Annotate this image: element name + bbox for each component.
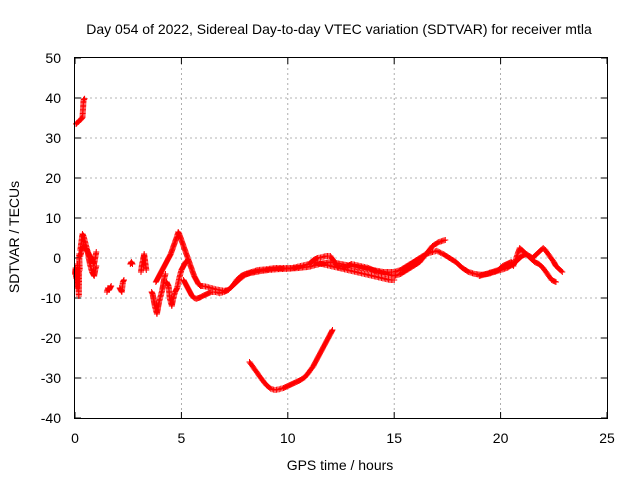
data-point xyxy=(120,277,127,283)
y-tick-label: 50 xyxy=(45,50,61,66)
axis-ticks: 0 5 10 15 20 25 -40 -30 -20 -10 0 10 20 30 40 50 xyxy=(41,50,615,446)
y-tick-label: -20 xyxy=(41,330,61,346)
x-tick-label: 0 xyxy=(71,430,79,446)
data-points xyxy=(72,95,566,393)
grid xyxy=(75,58,607,418)
y-tick-label: 10 xyxy=(45,210,61,226)
y-tick-label: 30 xyxy=(45,130,61,146)
y-tick-label: -10 xyxy=(41,290,61,306)
x-tick-label: 5 xyxy=(178,430,186,446)
x-tick-label: 10 xyxy=(280,430,296,446)
y-axis-label: SDTVAR / TECUs xyxy=(6,181,22,293)
y-tick-label: 40 xyxy=(45,90,61,106)
data-point-trail xyxy=(72,96,565,393)
x-axis-label: GPS time / hours xyxy=(287,457,394,473)
data-point xyxy=(81,95,88,102)
data-point xyxy=(559,269,566,275)
data-point xyxy=(78,115,85,122)
chart-title: Day 054 of 2022, Sidereal Day-to-day VTE… xyxy=(86,21,592,37)
plot-frame xyxy=(74,57,608,419)
x-tick-label: 20 xyxy=(493,430,509,446)
y-tick-label: -30 xyxy=(41,370,61,386)
y-tick-label: 0 xyxy=(53,250,61,266)
y-tick-label: -40 xyxy=(41,410,61,426)
x-tick-label: 15 xyxy=(386,430,402,446)
y-tick-label: 20 xyxy=(45,170,61,186)
x-tick-label: 25 xyxy=(599,430,615,446)
